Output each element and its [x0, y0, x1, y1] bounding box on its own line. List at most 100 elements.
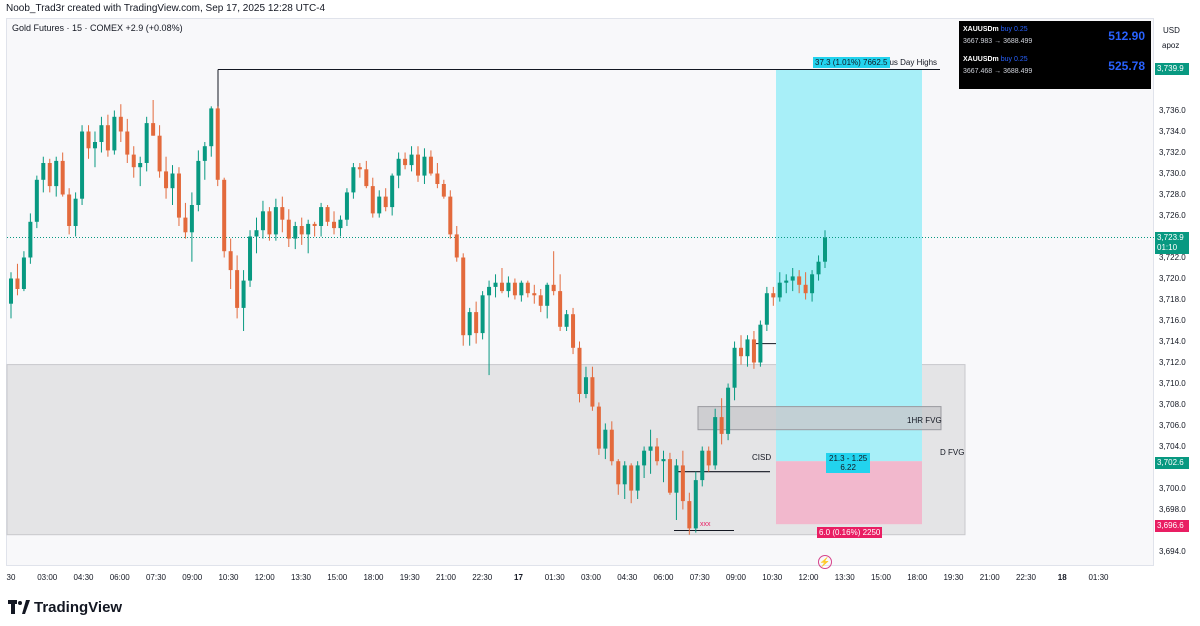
candle-body: [325, 207, 330, 222]
currency-label[interactable]: USD: [1163, 26, 1180, 35]
tradingview-logo-icon: [8, 600, 30, 614]
cisd-label: CISD: [752, 453, 772, 462]
candle-body: [622, 465, 627, 485]
time-tick-label: 21:00: [435, 573, 457, 582]
time-tick-label: 04:30: [617, 573, 638, 582]
candle-body: [377, 196, 382, 214]
time-tick-label: 01:30: [544, 573, 565, 582]
candle-body: [306, 223, 311, 235]
candle-body: [286, 219, 291, 239]
time-tick-label: 09:00: [725, 573, 747, 582]
candle-body: [583, 377, 588, 394]
candle-body: [332, 221, 337, 229]
candle-body: [687, 501, 692, 529]
candle-body: [8, 278, 14, 304]
candle-body: [538, 295, 543, 306]
candle-body: [558, 291, 563, 327]
candle-body: [267, 211, 272, 235]
candle-body: [403, 158, 408, 166]
candle-body: [506, 282, 511, 292]
previous-day-highs-label: ous Day Highs: [885, 58, 938, 67]
candle-body: [189, 205, 194, 233]
price-tick-label: 3,710.0: [1159, 378, 1186, 388]
trade-row-1[interactable]: XAUUSDm buy 0.25 3667.983 → 3688.499 512…: [963, 23, 1147, 53]
trade-side: buy 0.25: [1000, 56, 1028, 63]
price-tick-label: 3,720.0: [1159, 273, 1186, 283]
time-tick-label: 13:30: [290, 573, 312, 582]
candle-body: [344, 192, 349, 220]
time-tick-label: 17: [514, 573, 523, 582]
candle-body: [655, 446, 660, 462]
time-tick-label: 01:30: [1088, 573, 1109, 582]
trade-symbol-text: XAUUSDm: [963, 26, 999, 33]
candle-body: [235, 270, 240, 308]
stop-measure-tag: 6.0 (0.16%) 2250: [817, 527, 883, 538]
candle-body: [273, 207, 278, 235]
candle-body: [571, 314, 576, 348]
trade-side: buy 0.25: [1000, 26, 1028, 33]
candle-body: [784, 280, 789, 283]
candle-body: [422, 156, 427, 176]
candle-body: [125, 131, 130, 155]
candle-body: [706, 450, 711, 466]
candle-body: [338, 219, 343, 229]
time-tick-label: 07:30: [145, 573, 167, 582]
candle-body: [810, 274, 815, 294]
candle-body: [28, 221, 33, 258]
candle-body: [512, 282, 517, 296]
price-tick-label: 3,728.0: [1159, 189, 1186, 199]
target-zone: [776, 69, 922, 462]
candle-body: [474, 312, 479, 334]
price-tick-label: 3,706.0: [1159, 420, 1186, 430]
candle-body: [596, 406, 601, 449]
candle-body: [54, 160, 59, 187]
time-tick-label: 22:30: [1015, 573, 1037, 582]
price-tick-label: 3,726.0: [1159, 210, 1186, 220]
lightning-icon[interactable]: ⚡: [818, 555, 832, 569]
candle-body: [222, 179, 227, 252]
candle-body: [519, 282, 524, 296]
trade-row-2[interactable]: XAUUSDm buy 0.25 3667.468 → 3688.499 525…: [963, 53, 1147, 83]
candle-body: [92, 142, 97, 149]
candle-body: [493, 282, 498, 287]
entry-price-tag: 3,702.6: [1155, 457, 1189, 469]
trade-prices: 3667.983 → 3688.499: [963, 38, 1033, 45]
candle-body: [21, 257, 26, 289]
candle-body: [726, 387, 731, 434]
candle-body: [739, 347, 744, 357]
candle-body: [635, 465, 640, 491]
trade-panel[interactable]: XAUUSDm buy 0.25 3667.983 → 3688.499 512…: [959, 21, 1151, 89]
time-tick-label: 09:00: [182, 573, 203, 582]
candle-body: [260, 211, 265, 231]
price-chart[interactable]: [0, 0, 1155, 566]
candle-body: [616, 461, 621, 485]
time-tick-label: 13:30: [834, 573, 855, 582]
candle-body: [157, 135, 162, 172]
price-tick-label: 3,704.0: [1159, 441, 1186, 451]
candle-body: [441, 184, 446, 197]
time-tick-label: 18: [1057, 573, 1067, 582]
symbol-title[interactable]: Gold Futures · 15 · COMEX +2.9 (+0.08%): [12, 23, 183, 33]
price-tick-label: 3,714.0: [1159, 336, 1186, 346]
candle-body: [700, 450, 705, 481]
stop-price-tag: 3,696.6: [1155, 520, 1189, 532]
time-tick-label: 12:00: [254, 573, 275, 582]
candle-body: [790, 276, 795, 281]
price-axis[interactable]: [1155, 18, 1200, 566]
candle-body: [803, 284, 808, 294]
candle-body: [719, 417, 724, 434]
candle-body: [299, 226, 304, 235]
candle-body: [15, 278, 20, 289]
candle-body: [312, 223, 317, 226]
trade-pnl: 525.78: [1108, 59, 1145, 73]
price-tick-label: 3,736.0: [1159, 105, 1186, 115]
candle-body: [629, 465, 634, 491]
candle-body: [73, 198, 78, 226]
time-tick-label: 18:00: [363, 573, 384, 582]
account-label: apoz: [1162, 41, 1180, 50]
candle-body: [364, 169, 369, 187]
tradingview-logo[interactable]: TradingView: [8, 598, 122, 616]
candle-body: [680, 465, 685, 502]
price-tick-label: 3,698.0: [1159, 504, 1186, 514]
candle-body: [693, 480, 698, 529]
